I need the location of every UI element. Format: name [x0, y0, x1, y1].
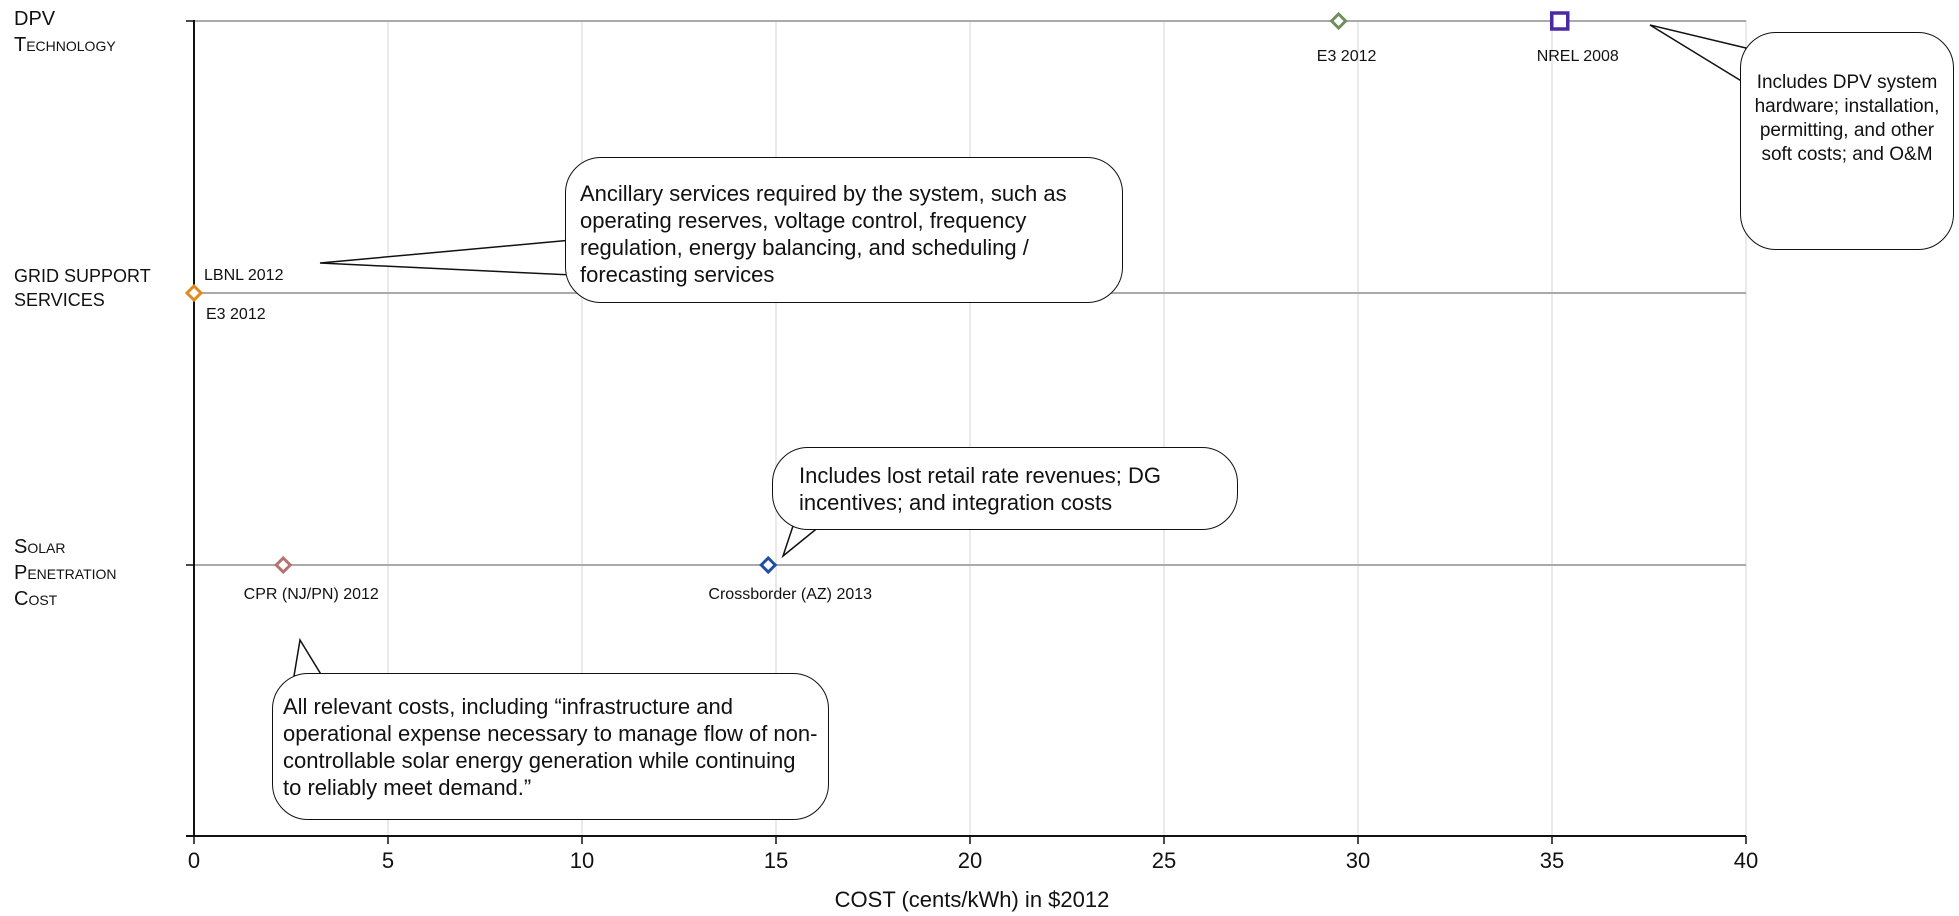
- x-tick-label: 15: [764, 848, 788, 873]
- data-point-marker: [1550, 11, 1570, 31]
- category-label-grid-line2: SERVICES: [14, 290, 105, 310]
- data-point-label: CPR (NJ/PN) 2012: [244, 586, 379, 603]
- x-tick-label: 25: [1152, 848, 1176, 873]
- category-label-grid-line1: GRID SUPPORT: [14, 266, 151, 286]
- x-tick-label: 0: [188, 848, 200, 873]
- data-point-marker: [1329, 11, 1348, 31]
- category-label-pen-line3: Cost: [14, 588, 58, 610]
- data-point-label: E3 2012: [1317, 48, 1377, 65]
- x-axis-title: COST (cents/kWh) in $2012: [835, 887, 1110, 912]
- category-label-pen-line1: Solar: [14, 536, 66, 558]
- callout-dpv-technology-pointer: [1649, 24, 1747, 84]
- callout-penetration: Includes lost retail rate revenues; DG i…: [772, 447, 1238, 530]
- callout-all-costs: All relevant costs, including “infrastru…: [272, 673, 829, 820]
- callout-grid-support-pointer: [319, 239, 573, 276]
- x-tick-labels: 0 5 10 15 20 25 30 35 40: [188, 836, 1758, 873]
- x-tick-label: 5: [382, 848, 394, 873]
- data-points: [184, 11, 1570, 575]
- callout-pointers: [293, 24, 1747, 677]
- callout-penetration-text: Includes lost retail rate revenues; DG i…: [799, 463, 1161, 515]
- callout-dpv-technology: Includes DPV system hardware; installati…: [1740, 32, 1954, 250]
- category-label-dpv-line1: DPV: [14, 8, 56, 30]
- callout-grid-support: Ancillary services required by the syste…: [565, 157, 1123, 303]
- callout-dpv-technology-text: Includes DPV system hardware; installati…: [1754, 72, 1940, 165]
- callout-grid-support-text: Ancillary services required by the syste…: [580, 181, 1067, 287]
- category-label-pen-line2: Penetration: [14, 562, 117, 584]
- category-label-dpv-line2: Technology: [14, 34, 116, 56]
- data-point-marker: [274, 555, 293, 575]
- x-tick-label: 10: [570, 848, 594, 873]
- data-point-label: Crossborder (AZ) 2013: [708, 586, 872, 603]
- x-tick-label: 35: [1540, 848, 1564, 873]
- point-labels: E3 2012 NREL 2008 LBNL 2012 E3 2012 CPR (NJ/…: [204, 48, 1619, 603]
- data-point-label: E3 2012: [206, 306, 266, 323]
- category-label-dpv: DPV Technology: [14, 6, 116, 58]
- callout-penetration-pointer: [781, 525, 823, 559]
- category-label-pen: Solar Penetration Cost: [14, 534, 117, 612]
- vertical-gridlines: [387, 20, 1747, 836]
- data-point-marker: [184, 283, 204, 303]
- callout-all-costs-pointer: [293, 637, 324, 677]
- data-point-label: LBNL 2012: [204, 267, 284, 284]
- category-label-grid: GRID SUPPORT SERVICES: [14, 264, 151, 312]
- data-point-marker: [759, 555, 778, 575]
- x-tick-label: 20: [958, 848, 982, 873]
- callout-all-costs-text: All relevant costs, including “infrastru…: [283, 694, 818, 800]
- x-tick-label: 40: [1734, 848, 1758, 873]
- x-tick-label: 30: [1346, 848, 1370, 873]
- data-point-label: NREL 2008: [1537, 48, 1619, 65]
